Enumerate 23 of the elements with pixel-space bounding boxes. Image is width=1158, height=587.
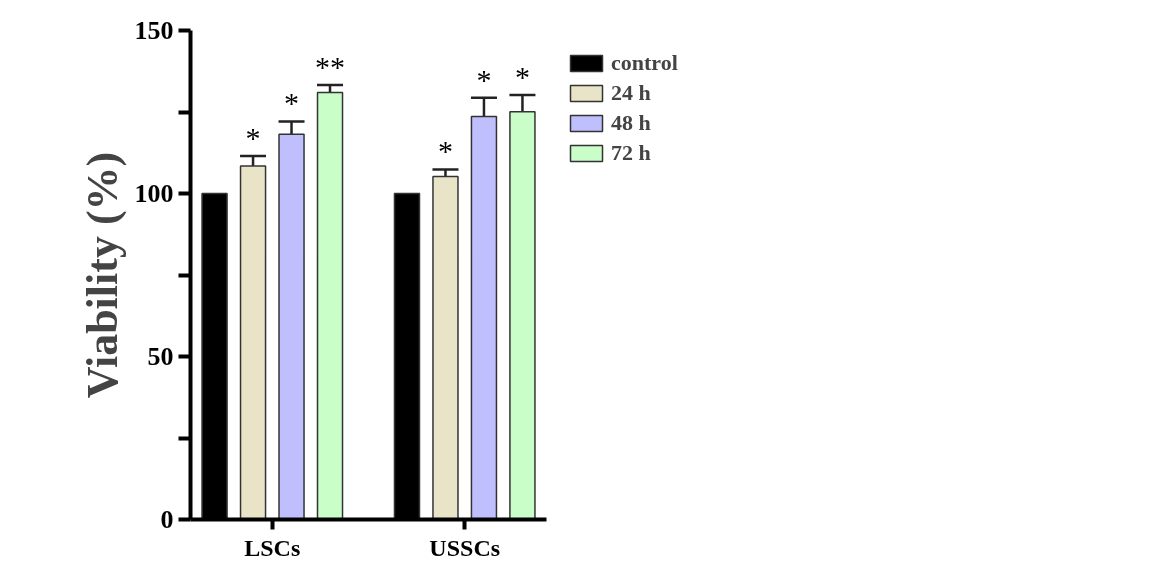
bar [509,110,536,520]
data-label: ** [315,49,346,83]
x-tick-label: LSCs [244,534,301,561]
y-axis-title: Viability (%) [77,151,127,399]
x-tick-label: USSCs [429,534,501,561]
data-label: * [245,121,261,155]
legend-label: 72 h [611,140,651,166]
y-tick-label: 0 [160,505,174,534]
data-label: * [284,86,300,120]
y-tick-label: 150 [134,16,174,45]
legend-label: control [611,50,678,76]
bar [432,175,459,520]
y-tick-label: 100 [134,179,174,208]
bar [278,133,305,520]
data-label: * [514,60,530,94]
bar [316,91,344,520]
data-label: * [437,134,453,168]
legend-label: 48 h [611,110,651,136]
bar [239,165,267,520]
data-label: * [476,62,492,96]
legend-label: 24 h [611,80,651,106]
y-tick-label: 50 [147,342,174,371]
bar [470,115,498,520]
